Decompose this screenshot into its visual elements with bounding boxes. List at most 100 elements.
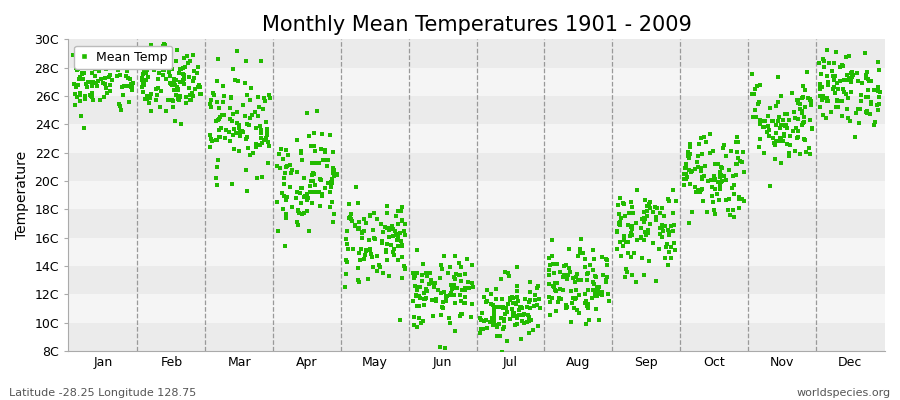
Point bbox=[280, 162, 294, 169]
Point bbox=[829, 104, 843, 110]
Point bbox=[322, 189, 337, 195]
Point bbox=[85, 83, 99, 90]
Point bbox=[610, 229, 625, 235]
Point bbox=[104, 76, 119, 83]
Point bbox=[756, 118, 770, 124]
Point bbox=[661, 196, 675, 203]
Point bbox=[392, 242, 406, 249]
Point bbox=[85, 94, 99, 100]
Point bbox=[820, 94, 834, 101]
Point bbox=[506, 300, 520, 307]
Point bbox=[100, 90, 114, 96]
Point bbox=[588, 289, 602, 295]
Point bbox=[805, 125, 819, 131]
Point bbox=[498, 310, 512, 317]
Point bbox=[436, 253, 451, 259]
Point bbox=[812, 60, 826, 66]
Point bbox=[238, 113, 252, 120]
Point bbox=[364, 213, 378, 219]
Point bbox=[791, 100, 806, 106]
Point bbox=[176, 81, 191, 88]
Point bbox=[669, 198, 683, 204]
Point bbox=[573, 277, 588, 283]
Point bbox=[271, 151, 285, 158]
Point bbox=[730, 161, 744, 167]
Point bbox=[466, 284, 481, 290]
Point bbox=[171, 85, 185, 92]
Point bbox=[777, 133, 791, 140]
Point bbox=[418, 296, 432, 302]
Point bbox=[123, 80, 138, 87]
Point bbox=[313, 203, 328, 209]
Point bbox=[727, 182, 742, 188]
Point bbox=[99, 66, 113, 72]
Point bbox=[586, 247, 600, 254]
Point bbox=[484, 301, 499, 308]
Point bbox=[329, 171, 344, 177]
Point bbox=[645, 208, 660, 215]
Point bbox=[625, 224, 639, 230]
Point bbox=[549, 288, 563, 295]
Point bbox=[579, 297, 593, 304]
Point bbox=[616, 242, 630, 249]
Point bbox=[613, 239, 627, 246]
Point bbox=[136, 89, 150, 95]
Point bbox=[351, 277, 365, 284]
Point bbox=[115, 84, 130, 90]
Point bbox=[143, 91, 157, 98]
Point bbox=[691, 153, 706, 159]
Point bbox=[821, 98, 835, 104]
Point bbox=[225, 66, 239, 73]
Point bbox=[206, 90, 220, 96]
Point bbox=[111, 66, 125, 73]
Point bbox=[253, 58, 267, 64]
Point bbox=[541, 254, 555, 261]
Point bbox=[454, 264, 468, 270]
Point bbox=[578, 291, 592, 298]
Point bbox=[330, 172, 345, 178]
Point bbox=[621, 222, 635, 228]
Point bbox=[339, 259, 354, 265]
Point bbox=[380, 210, 394, 216]
Point bbox=[719, 152, 733, 159]
Point bbox=[270, 199, 284, 206]
Point bbox=[384, 242, 399, 248]
Point bbox=[120, 68, 134, 74]
Point bbox=[845, 69, 859, 75]
Point bbox=[591, 287, 606, 294]
Point bbox=[276, 156, 291, 162]
Point bbox=[590, 288, 604, 295]
Point bbox=[409, 292, 423, 298]
Point bbox=[388, 228, 402, 234]
Point bbox=[141, 100, 156, 106]
Point bbox=[786, 127, 800, 134]
Point bbox=[815, 112, 830, 118]
Point bbox=[806, 126, 820, 132]
Point bbox=[68, 84, 83, 90]
Point bbox=[160, 97, 175, 103]
Point bbox=[850, 69, 864, 76]
Point bbox=[486, 302, 500, 308]
Point bbox=[125, 86, 140, 93]
Point bbox=[415, 272, 429, 278]
Point bbox=[778, 122, 793, 128]
Point bbox=[278, 164, 293, 170]
Point bbox=[301, 195, 315, 201]
Point bbox=[211, 157, 225, 164]
Point bbox=[85, 90, 99, 96]
Point bbox=[166, 80, 181, 86]
Point bbox=[173, 94, 187, 100]
Point bbox=[652, 210, 667, 216]
Point bbox=[183, 92, 197, 98]
Point bbox=[649, 204, 663, 211]
Point bbox=[86, 79, 100, 85]
Point bbox=[546, 284, 561, 291]
Point bbox=[320, 180, 335, 186]
Point bbox=[311, 160, 326, 166]
Point bbox=[377, 224, 392, 230]
Point bbox=[75, 113, 89, 120]
Point bbox=[843, 77, 858, 84]
Point bbox=[834, 112, 849, 119]
Point bbox=[423, 270, 437, 276]
Point bbox=[474, 326, 489, 332]
